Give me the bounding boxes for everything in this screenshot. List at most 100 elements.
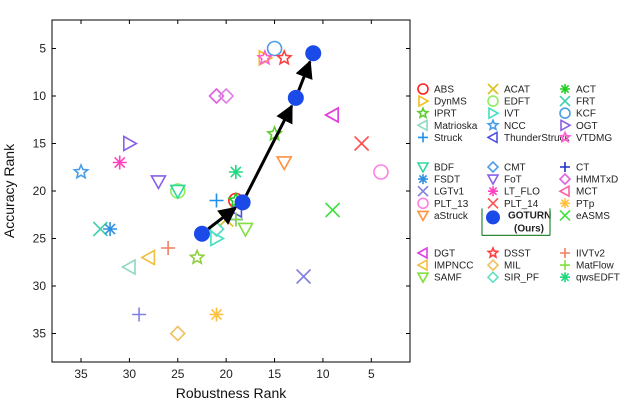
point-fsdt	[103, 222, 118, 236]
legend-label: PLT_13	[434, 199, 469, 210]
point-bdf	[169, 184, 187, 200]
point-easms	[325, 202, 341, 218]
legend-label: VTDMG	[576, 133, 612, 144]
legend-item-sir-pf: SIR_PF	[486, 271, 539, 284]
point-impncc	[140, 249, 156, 266]
legend-label: IMPNCC	[434, 261, 473, 272]
point-struck	[209, 193, 224, 208]
legend-item-kcf: KCF	[559, 107, 596, 120]
legend-item-matflow: MatFlow	[560, 260, 615, 272]
legend-item-iivtv2: IIVTv2	[560, 248, 605, 260]
legend-item-astruck: aStruck	[416, 210, 469, 223]
point-vtdmg	[256, 48, 274, 66]
legend-item-dgt: DGT	[416, 246, 455, 260]
legend-label: ThunderStruck	[504, 133, 571, 144]
legend-label-note: (Ours)	[514, 223, 544, 234]
legend-marker-hmmtxd	[558, 172, 572, 186]
legend-marker-mct	[558, 184, 570, 198]
legend-item-edft: EDFT	[487, 95, 530, 108]
legend-item-mct: MCT	[558, 184, 598, 198]
legend-marker-fsdt	[418, 174, 428, 185]
x-axis-label: Robustness Rank	[176, 385, 288, 401]
x-tick-label: 35	[74, 367, 88, 381]
legend-marker-samf	[416, 272, 430, 284]
point-mil	[169, 325, 186, 342]
legend-item-qwsedft: qwsEDFT	[560, 272, 620, 284]
legend-label: eASMS	[576, 211, 610, 222]
point-lgtv1	[296, 268, 312, 285]
legend-marker-act	[560, 84, 570, 94]
legend-item-easms: eASMS	[559, 209, 610, 222]
legend-label: DGT	[434, 249, 455, 260]
point-extra-3	[218, 87, 235, 105]
point-extra-1	[188, 248, 206, 265]
point-astruck	[275, 156, 293, 172]
legend-item-vtdmg: VTDMG	[558, 130, 612, 144]
legend-item-hmmtxd: HMMTxD	[558, 172, 618, 186]
legend-label: NCC	[504, 121, 526, 132]
legend-marker-matflow	[560, 260, 570, 271]
legend-label: BDF	[434, 163, 454, 174]
legend-label: KCF	[576, 109, 596, 120]
legend-item-impncc: IMPNCC	[416, 258, 473, 272]
legend-marker-edft	[487, 95, 499, 107]
y-tick-label: 5	[39, 42, 46, 56]
legend-marker-cmt	[486, 160, 500, 174]
goturn-legend-box	[481, 208, 551, 236]
legend-item-act: ACT	[560, 84, 596, 96]
plot-frame	[51, 19, 411, 363]
legend-label: LGTv1	[434, 187, 464, 198]
goturn-point-2	[234, 194, 251, 211]
point-extra-2	[132, 307, 147, 322]
legend-label: SAMF	[434, 273, 462, 284]
y-axis-label: Accuracy Rank	[1, 143, 17, 238]
legend-marker-iivtv2	[560, 248, 570, 258]
legend-marker-thunderstruck	[486, 131, 498, 144]
legend-marker-ptp	[560, 198, 570, 209]
legend-item-cmt: CMT	[486, 160, 526, 174]
legend-item-abs: ABS	[417, 83, 454, 96]
point-plt-13	[373, 164, 389, 180]
legend-label: OGT	[576, 121, 598, 132]
legend-label: ACT	[576, 85, 596, 96]
legend-label: qwsEDFT	[576, 273, 620, 284]
legend-label: FRT	[576, 97, 595, 108]
goturn-point-4	[305, 45, 322, 62]
y-tick-label: 35	[33, 327, 47, 341]
legend-label: IIVTv2	[576, 249, 605, 260]
legend-marker-ncc	[486, 118, 500, 132]
legend-item-acat: ACAT	[487, 83, 530, 96]
legend-marker-acat	[487, 83, 499, 95]
legend-marker-dsst	[486, 245, 500, 259]
legend-label: DynMS	[434, 97, 467, 108]
point-qwsedft	[228, 165, 243, 179]
y-tick-label: 10	[33, 89, 47, 103]
legend-marker-lgtv1	[417, 185, 429, 197]
legend-marker-impncc	[416, 258, 428, 272]
point-plt-14	[354, 135, 370, 152]
goturn-point-3	[287, 89, 304, 106]
legend-marker-kcf	[559, 107, 571, 119]
legend-marker-plt-14	[487, 197, 499, 209]
y-tick-label: 15	[33, 137, 47, 151]
point-ogt	[123, 135, 139, 152]
legend-label: IVT	[504, 109, 520, 120]
legend-label: HMMTxD	[576, 175, 618, 186]
goturn-point-1	[193, 225, 210, 242]
legend-item-dynms: DynMS	[418, 94, 467, 108]
legend: ABS ACAT ACT DynMS EDFT FRT IPRT IVT KCF Matriosk…	[416, 83, 620, 284]
legend-marker-lt-flo	[488, 186, 498, 197]
legend-marker-struck	[418, 132, 428, 143]
legend-marker-ivt	[488, 106, 500, 120]
point-kcf	[266, 40, 283, 57]
legend-label: FSDT	[434, 175, 460, 186]
legend-item-lgtv1: LGTv1	[417, 185, 464, 198]
legend-label: IPRT	[434, 109, 457, 120]
point-ncc	[72, 162, 90, 180]
legend-label: CMT	[504, 163, 526, 174]
legend-label: LT_FLO	[504, 187, 540, 198]
legend-marker-ct	[560, 162, 570, 172]
legend-marker-bdf	[416, 162, 430, 174]
legend-label: FoT	[504, 175, 522, 186]
